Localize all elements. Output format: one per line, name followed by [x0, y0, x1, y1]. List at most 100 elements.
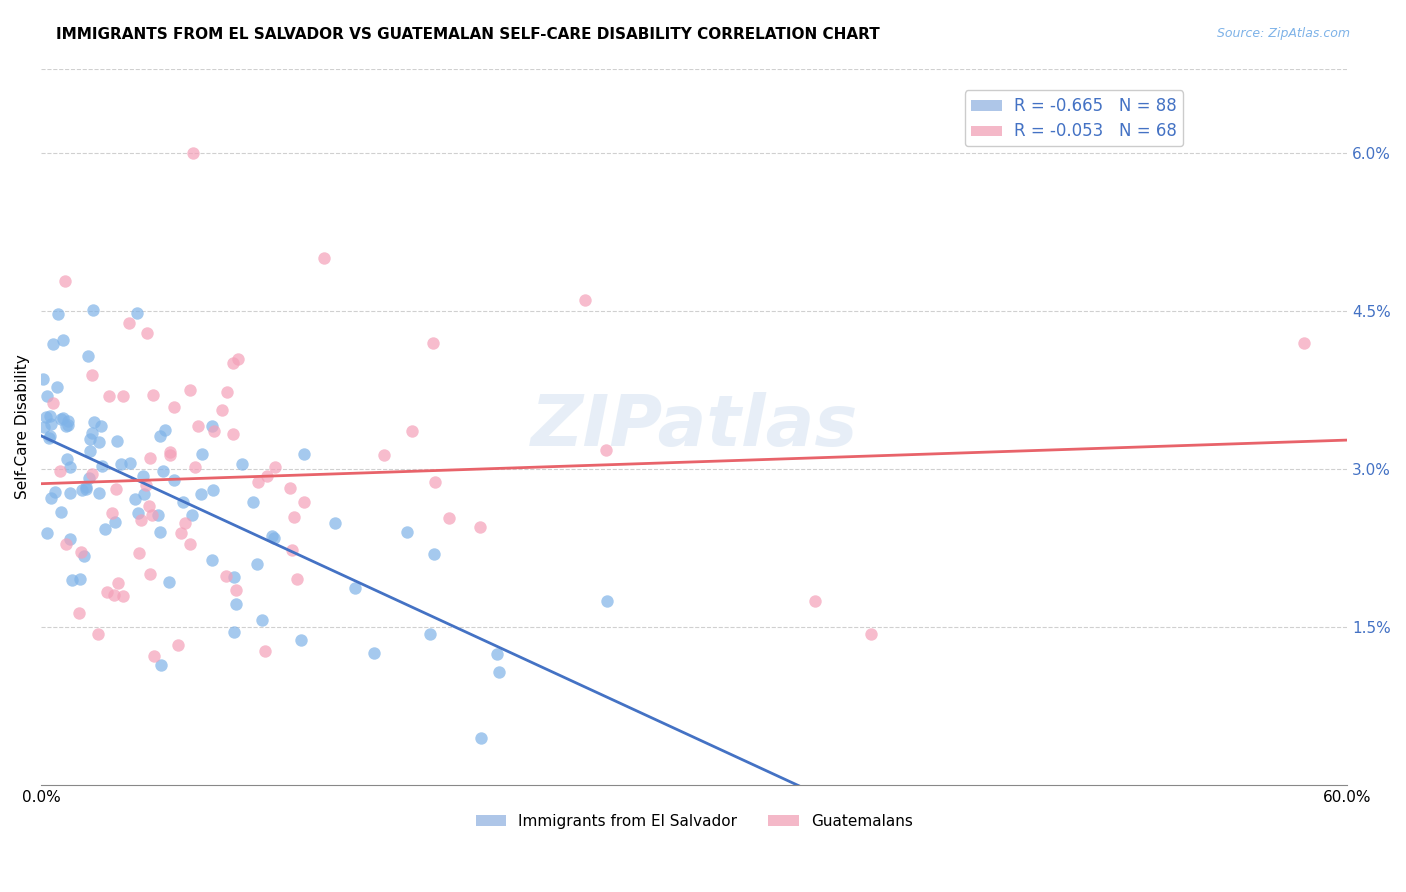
Point: [55, 537, 77, 551]
Point: [281, 542, 304, 557]
Point: [166, 638, 188, 652]
Point: [163, 401, 186, 415]
Point: [190, 487, 212, 501]
Point: [1292, 335, 1315, 350]
Point: [225, 597, 247, 611]
Point: [292, 447, 315, 461]
Point: [52, 411, 75, 425]
Point: [69, 572, 91, 586]
Point: [39, 491, 62, 506]
Point: [79, 432, 101, 446]
Point: [149, 525, 172, 540]
Point: [87, 486, 110, 500]
Point: [132, 469, 155, 483]
Point: [222, 625, 245, 640]
Point: [59, 486, 82, 500]
Point: [231, 457, 253, 471]
Point: [44, 485, 66, 500]
Point: [138, 500, 160, 514]
Point: [596, 593, 619, 607]
Point: [38, 429, 60, 443]
Point: [104, 482, 127, 496]
Point: [134, 487, 156, 501]
Point: [187, 418, 209, 433]
Point: [488, 665, 510, 679]
Point: [159, 444, 181, 458]
Point: [260, 529, 283, 543]
Point: [157, 574, 180, 589]
Point: [59, 533, 82, 547]
Point: [141, 388, 163, 402]
Point: [38, 431, 60, 445]
Point: [104, 515, 127, 529]
Point: [860, 627, 883, 641]
Point: [46, 380, 69, 394]
Point: [112, 589, 135, 603]
Point: [292, 495, 315, 509]
Point: [49, 464, 72, 478]
Point: [49, 506, 72, 520]
Point: [225, 583, 247, 598]
Point: [139, 451, 162, 466]
Point: [215, 569, 238, 583]
Point: [323, 516, 346, 530]
Point: [263, 531, 285, 545]
Point: [163, 473, 186, 487]
Point: [401, 425, 423, 439]
Point: [202, 424, 225, 438]
Point: [285, 572, 308, 586]
Point: [73, 549, 96, 564]
Point: [250, 614, 273, 628]
Point: [150, 657, 173, 672]
Point: [32, 420, 55, 434]
Point: [49, 412, 72, 426]
Point: [125, 306, 148, 320]
Point: [201, 552, 224, 566]
Legend: Immigrants from El Salvador, Guatemalans: Immigrants from El Salvador, Guatemalans: [470, 807, 918, 835]
Point: [38, 409, 60, 424]
Point: [470, 731, 492, 746]
Point: [75, 480, 97, 494]
Point: [139, 566, 162, 581]
Point: [120, 456, 142, 470]
Point: [55, 419, 77, 434]
Point: [94, 522, 117, 536]
Point: [112, 389, 135, 403]
Point: [98, 389, 121, 403]
Point: [179, 383, 201, 397]
Text: IMMIGRANTS FROM EL SALVADOR VS GUATEMALAN SELF-CARE DISABILITY CORRELATION CHART: IMMIGRANTS FROM EL SALVADOR VS GUATEMALA…: [56, 27, 880, 42]
Point: [314, 251, 336, 265]
Point: [202, 483, 225, 498]
Point: [56, 414, 79, 428]
Point: [423, 547, 446, 561]
Point: [80, 368, 103, 382]
Point: [90, 419, 112, 434]
Point: [283, 509, 305, 524]
Point: [184, 460, 207, 475]
Point: [396, 524, 419, 539]
Point: [67, 606, 90, 620]
Point: [153, 423, 176, 437]
Point: [173, 516, 195, 530]
Point: [804, 593, 827, 607]
Point: [77, 470, 100, 484]
Point: [124, 492, 146, 507]
Point: [82, 426, 104, 441]
Point: [172, 495, 194, 509]
Point: [263, 459, 285, 474]
Text: Source: ZipAtlas.com: Source: ZipAtlas.com: [1216, 27, 1350, 40]
Point: [69, 545, 91, 559]
Point: [180, 508, 202, 522]
Point: [179, 536, 201, 550]
Point: [246, 557, 269, 571]
Text: ZIPatlas: ZIPatlas: [530, 392, 858, 461]
Point: [201, 419, 224, 434]
Point: [373, 448, 395, 462]
Point: [468, 520, 491, 534]
Point: [86, 626, 108, 640]
Point: [191, 447, 214, 461]
Point: [87, 435, 110, 450]
Point: [343, 581, 366, 595]
Point: [37, 388, 59, 402]
Point: [59, 460, 82, 475]
